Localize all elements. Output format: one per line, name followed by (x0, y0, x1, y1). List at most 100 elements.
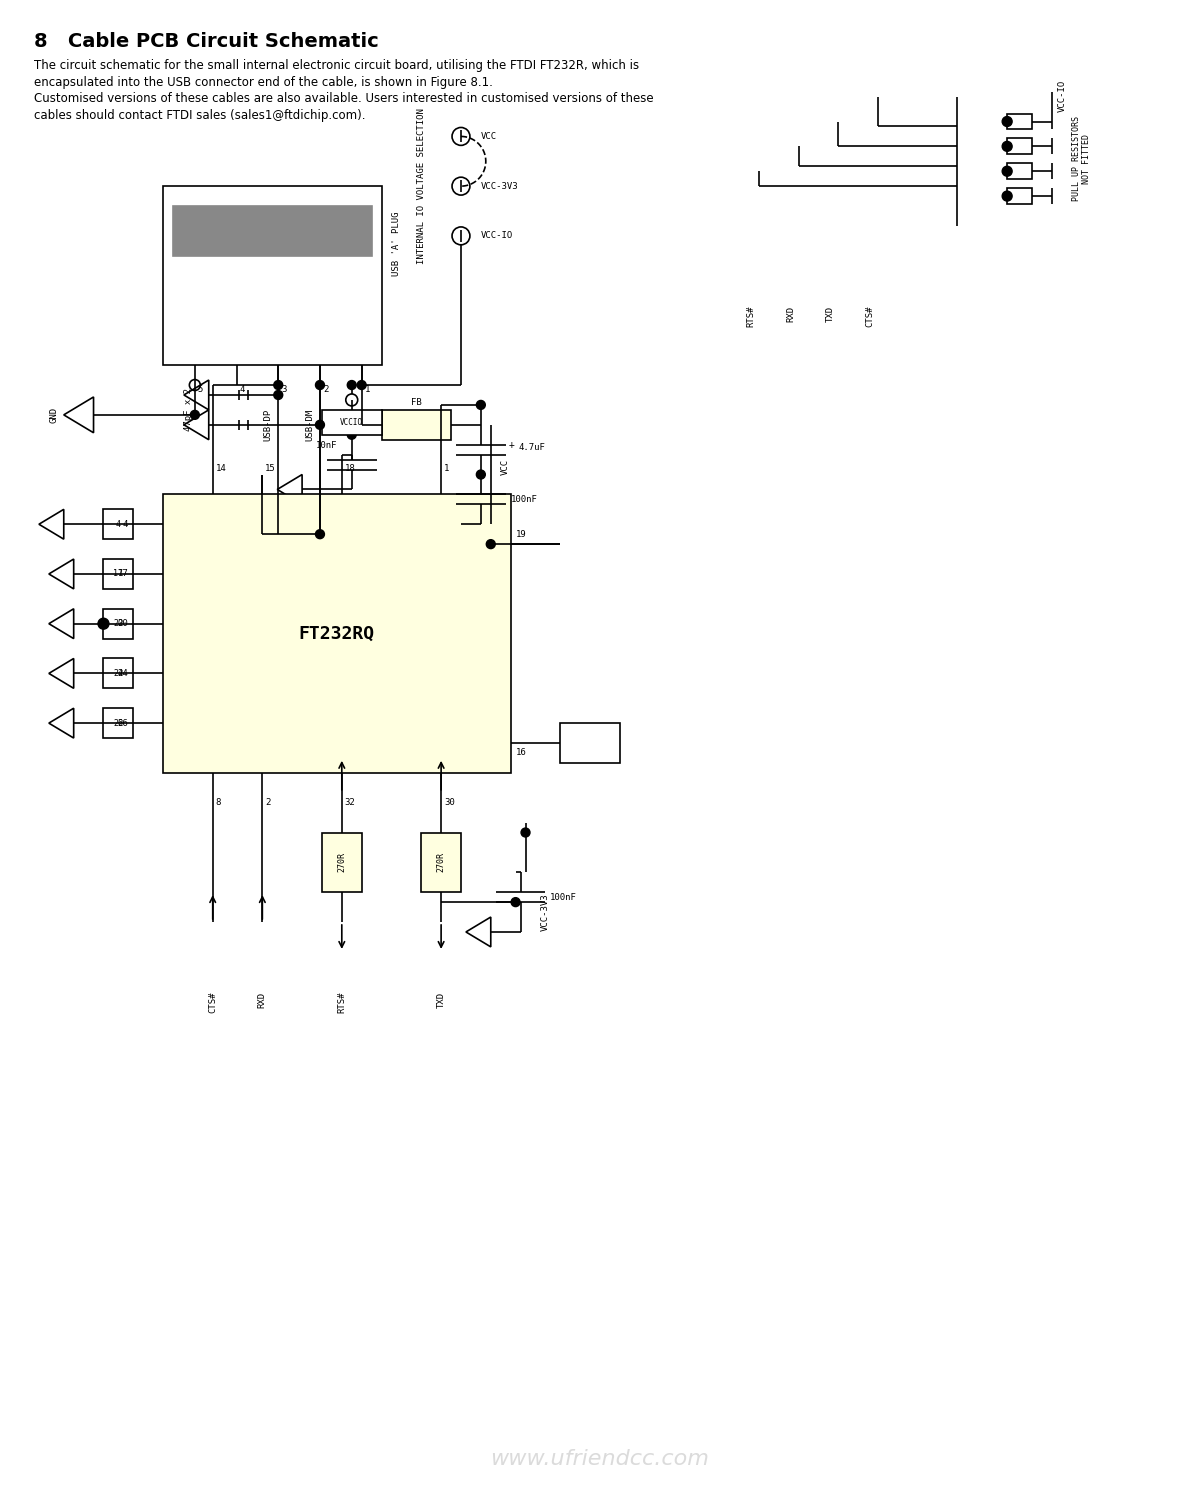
Text: CTS#: CTS# (209, 991, 217, 1014)
Text: 47pF x 2: 47pF x 2 (185, 388, 193, 431)
Circle shape (347, 430, 356, 439)
Circle shape (476, 400, 485, 409)
Text: 4: 4 (122, 520, 128, 529)
Circle shape (452, 127, 470, 145)
Text: RTS#: RTS# (746, 306, 756, 327)
Circle shape (476, 470, 485, 479)
Circle shape (486, 539, 496, 548)
Text: 30: 30 (444, 797, 455, 806)
Text: 3: 3 (281, 385, 287, 394)
Bar (103, 609, 133, 639)
Text: 14: 14 (216, 463, 227, 473)
Circle shape (346, 394, 358, 406)
Bar (322, 411, 382, 434)
Text: 20: 20 (113, 620, 124, 629)
Bar (421, 833, 461, 893)
Text: 8   Cable PCB Circuit Schematic: 8 Cable PCB Circuit Schematic (34, 31, 379, 51)
Circle shape (452, 227, 470, 245)
Text: 2: 2 (323, 385, 329, 394)
Text: 100nF: 100nF (511, 494, 538, 503)
Bar (1007, 163, 1032, 179)
Text: VCC-3V3: VCC-3V3 (481, 182, 518, 191)
Circle shape (476, 520, 485, 529)
Circle shape (191, 411, 199, 420)
Bar (1007, 113, 1032, 130)
Text: 1: 1 (365, 385, 370, 394)
Text: USB-DP: USB-DP (264, 409, 272, 440)
Text: VCC-IO: VCC-IO (1057, 79, 1067, 112)
Circle shape (1002, 191, 1012, 202)
Circle shape (316, 381, 324, 390)
Text: 4: 4 (240, 385, 245, 394)
Text: TXD: TXD (826, 306, 835, 321)
Text: 100nF: 100nF (551, 893, 577, 902)
Circle shape (316, 530, 324, 539)
Circle shape (452, 178, 470, 196)
Circle shape (190, 379, 200, 391)
Text: USB-DM: USB-DM (306, 409, 314, 440)
Text: 1: 1 (444, 463, 450, 473)
Text: VCC: VCC (502, 458, 510, 475)
Circle shape (347, 381, 356, 390)
Text: CTS#: CTS# (865, 306, 875, 327)
Text: INTERNAL IO VOLTAGE SELECTION: INTERNAL IO VOLTAGE SELECTION (416, 107, 426, 264)
Text: 16: 16 (516, 748, 527, 757)
Circle shape (1002, 116, 1012, 127)
Circle shape (98, 618, 109, 629)
Bar (560, 723, 620, 763)
Text: RXD: RXD (258, 991, 266, 1008)
Bar (1007, 188, 1032, 205)
Bar (322, 833, 361, 893)
Bar (163, 187, 382, 366)
Text: Customised versions of these cables are also available. Users interested in cust: Customised versions of these cables are … (34, 91, 654, 121)
Circle shape (511, 897, 520, 906)
Text: 270R: 270R (437, 853, 445, 872)
Text: 18: 18 (344, 463, 355, 473)
Circle shape (1002, 142, 1012, 151)
Text: 17: 17 (118, 569, 128, 578)
Bar (163, 494, 511, 773)
Text: 26: 26 (113, 718, 124, 727)
Text: 270R: 270R (337, 853, 347, 872)
Text: 4: 4 (116, 520, 121, 529)
Circle shape (521, 829, 530, 838)
Text: 15: 15 (265, 463, 276, 473)
Text: 20: 20 (118, 620, 128, 629)
Text: 2: 2 (265, 797, 271, 806)
Circle shape (274, 381, 283, 390)
Text: 4.7uF: 4.7uF (518, 443, 546, 452)
Text: 17: 17 (113, 569, 124, 578)
Text: 5: 5 (198, 385, 203, 394)
Text: PULL UP RESISTORS
NOT FITTED: PULL UP RESISTORS NOT FITTED (1072, 116, 1091, 202)
Bar (103, 509, 133, 539)
Text: 24: 24 (113, 669, 124, 678)
Circle shape (316, 421, 324, 430)
Text: The circuit schematic for the small internal electronic circuit board, utilising: The circuit schematic for the small inte… (34, 58, 640, 90)
Text: 32: 32 (344, 797, 355, 806)
Bar (103, 658, 133, 688)
Bar (1007, 139, 1032, 154)
Text: 8: 8 (216, 797, 221, 806)
Text: +: + (509, 440, 515, 449)
Text: RTS#: RTS# (337, 991, 347, 1014)
Text: 10nF: 10nF (316, 440, 337, 449)
Circle shape (358, 381, 366, 390)
Bar (103, 708, 133, 738)
Bar (173, 206, 372, 255)
Text: FT232RQ: FT232RQ (299, 624, 374, 642)
Circle shape (358, 421, 366, 430)
Text: 24: 24 (118, 669, 128, 678)
Text: RXD: RXD (786, 306, 796, 321)
Circle shape (1002, 166, 1012, 176)
Text: VCC-IO: VCC-IO (481, 231, 514, 240)
Text: 19: 19 (516, 530, 527, 539)
Text: GND: GND (49, 406, 59, 423)
Bar (103, 558, 133, 588)
Text: FB: FB (410, 399, 421, 408)
Text: VCC-3V3: VCC-3V3 (541, 893, 550, 930)
Bar (382, 411, 451, 440)
Text: 26: 26 (118, 718, 128, 727)
Text: VCC: VCC (481, 131, 497, 140)
Circle shape (274, 391, 283, 400)
Text: www.ufriendcc.com: www.ufriendcc.com (491, 1450, 709, 1469)
